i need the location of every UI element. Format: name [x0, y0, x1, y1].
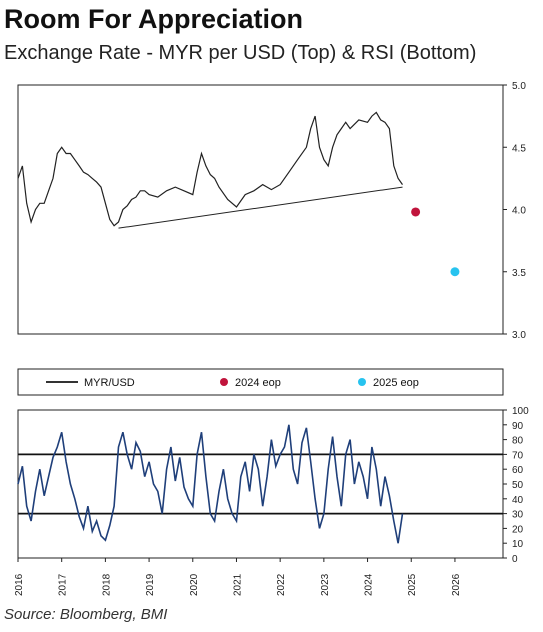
x-tick-label: 2020 — [189, 573, 200, 596]
x-axis: 2016 2017 2018 2019 2020 2021 2022 2023 2024 2025… — [14, 558, 462, 596]
top-panel-frame — [17, 84, 504, 335]
forecast-points — [411, 207, 460, 277]
bottom-y-tick-label: 80 — [512, 436, 524, 447]
bottom-y-tick-label: 90 — [512, 421, 524, 432]
x-tick-label: 2025 — [407, 573, 418, 596]
top-y-tick-label: 5.0 — [512, 81, 526, 92]
source-note: Source: Bloomberg, BMI — [4, 606, 168, 623]
bottom-y-tick-label: 20 — [512, 524, 524, 535]
x-tick-label: 2023 — [320, 573, 331, 596]
bottom-y-tick-label: 60 — [512, 465, 524, 476]
bottom-y-axis: 0 10 20 30 40 50 60 70 80 90 100 — [503, 406, 529, 565]
chart-subtitle: Exchange Rate - MYR per USD (Top) & RSI … — [4, 42, 477, 64]
bottom-y-tick-label: 50 — [512, 480, 524, 491]
top-y-tick-label: 3.5 — [512, 268, 526, 279]
point-2024-eop — [411, 207, 421, 217]
top-y-axis: 3.0 3.5 4.0 4.5 5.0 — [503, 81, 526, 341]
x-tick-label: 2026 — [451, 573, 462, 596]
x-tick-label: 2016 — [14, 573, 25, 596]
bottom-y-tick-label: 100 — [512, 406, 529, 417]
top-y-tick-label: 4.0 — [512, 206, 526, 217]
x-tick-label: 2024 — [364, 573, 375, 596]
bottom-y-tick-label: 70 — [512, 450, 524, 461]
legend-label-2025-eop: 2025 eop — [373, 377, 419, 389]
legend-label-myr-usd: MYR/USD — [84, 377, 135, 389]
series-rsi-line — [17, 424, 404, 544]
bottom-y-tick-label: 0 — [512, 554, 518, 565]
x-tick-label: 2022 — [276, 573, 287, 596]
point-2025-eop — [450, 267, 460, 277]
legend-box — [17, 368, 504, 396]
chart-title: Room For Appreciation — [4, 4, 304, 34]
x-tick-label: 2017 — [58, 573, 69, 596]
bottom-y-tick-label: 10 — [512, 539, 524, 550]
x-tick-label: 2019 — [145, 573, 156, 596]
x-tick-label: 2018 — [101, 573, 112, 596]
trendline — [118, 186, 403, 229]
top-y-tick-label: 4.5 — [512, 143, 526, 154]
bottom-y-tick-label: 30 — [512, 510, 524, 521]
bottom-y-tick-label: 40 — [512, 495, 524, 506]
x-tick-label: 2021 — [232, 573, 243, 596]
legend-dot-2025-eop — [358, 378, 366, 386]
legend-dot-2024-eop — [220, 378, 228, 386]
series-myr-usd-line — [17, 111, 403, 227]
legend-label-2024-eop: 2024 eop — [235, 377, 281, 389]
rsi-reference-lines — [18, 453, 503, 515]
top-y-tick-label: 3.0 — [512, 330, 526, 341]
